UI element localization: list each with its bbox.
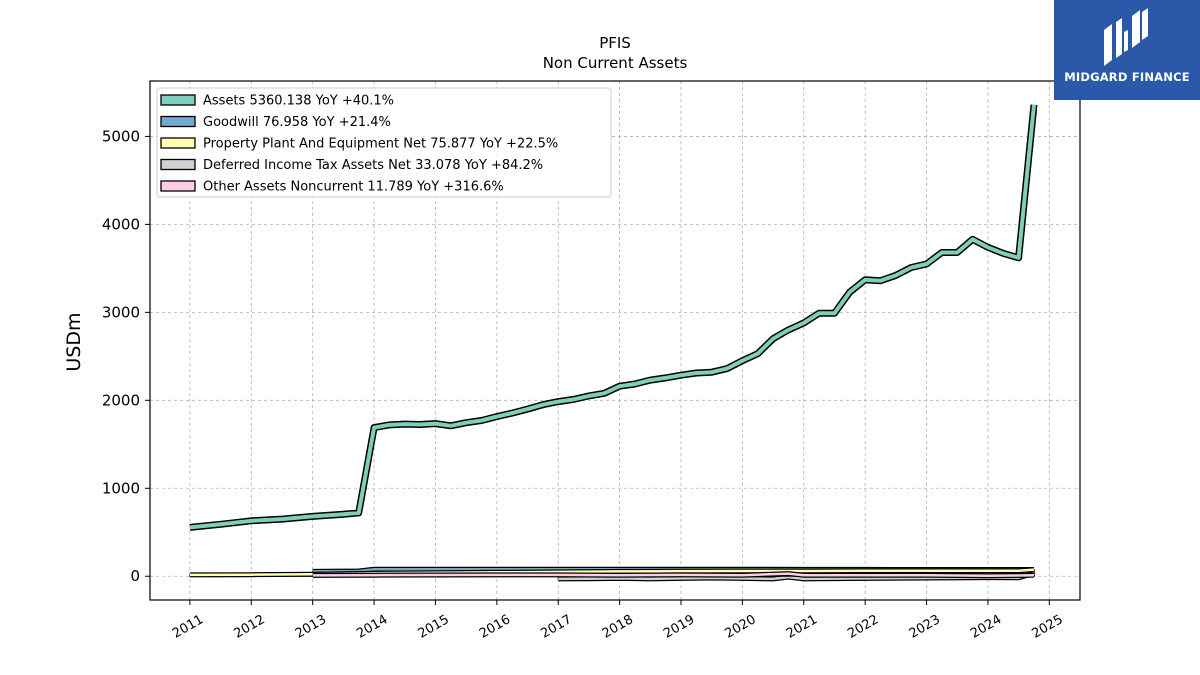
y-tick-label: 2000 — [102, 391, 140, 409]
legend-swatch — [160, 94, 196, 106]
legend: Assets 5360.138 YoY +40.1% Goodwill 76.95… — [156, 87, 612, 198]
series-line — [189, 104, 1036, 530]
legend-swatch — [160, 137, 196, 149]
x-tick-label: 2020 — [723, 612, 759, 642]
x-tick-label: 2025 — [1029, 612, 1065, 642]
x-tick-label: 2013 — [293, 612, 329, 642]
x-tick-label: 2012 — [231, 612, 267, 642]
x-tick-label: 2021 — [784, 612, 820, 642]
legend-swatch — [160, 115, 196, 128]
x-tick-label: 2024 — [968, 612, 1004, 642]
y-tick-label: 1000 — [102, 479, 140, 497]
chart-subtitle: Non Current Assets — [543, 54, 688, 72]
legend-entry: Assets 5360.138 YoY +40.1% — [203, 94, 394, 109]
y-tick-label: 0 — [130, 567, 140, 585]
y-tick-label: 4000 — [102, 215, 140, 233]
x-tick-label: 2016 — [477, 612, 513, 642]
x-tick-label: 2023 — [907, 612, 943, 642]
legend-swatch — [160, 158, 196, 171]
x-tick-label: 2022 — [845, 612, 881, 642]
y-tick-label: 3000 — [102, 303, 140, 321]
brand-logo: MIDGARD FINANCE — [1054, 0, 1200, 100]
legend-entry: Property Plant And Equipment Net 75.877 … — [203, 137, 558, 152]
plot-border — [149, 80, 1081, 601]
legend-entry: Goodwill 76.958 YoY +21.4% — [203, 115, 391, 130]
legend-entry: Deferred Income Tax Assets Net 33.078 Yo… — [203, 158, 543, 173]
brand-name: MIDGARD FINANCE — [1064, 70, 1190, 84]
x-tick-label: 2011 — [170, 612, 206, 642]
legend-swatch — [160, 180, 196, 192]
y-tick-label: 5000 — [102, 127, 140, 145]
legend-entry: Other Assets Noncurrent 11.789 YoY +316.… — [203, 180, 504, 195]
x-tick-label: 2017 — [538, 612, 574, 642]
x-tick-label: 2014 — [354, 612, 390, 642]
chart-title: PFIS — [599, 34, 631, 52]
x-tick-label: 2018 — [600, 612, 636, 642]
brand-logo-mark-icon — [1104, 8, 1148, 66]
x-tick-label: 2015 — [416, 612, 452, 642]
x-tick-label: 2019 — [661, 612, 697, 642]
y-axis-label: USDm — [63, 312, 85, 371]
series-layer — [189, 104, 1038, 582]
series-line — [312, 572, 1035, 578]
legend-box — [156, 87, 612, 198]
